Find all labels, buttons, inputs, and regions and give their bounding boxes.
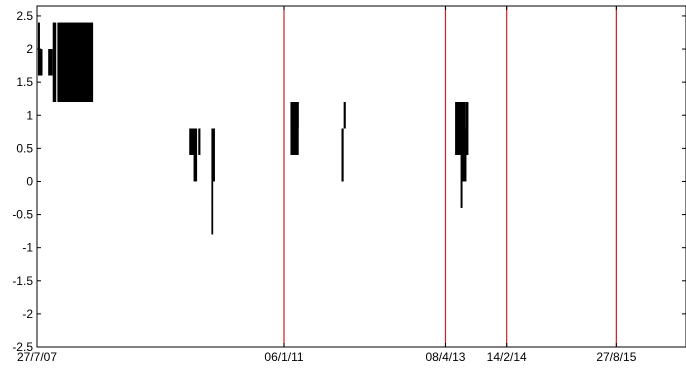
bar	[52, 22, 57, 103]
x-tick-label: 08/4/13	[425, 350, 465, 364]
y-tick-label: -1	[22, 241, 33, 255]
y-axis: 2.5 2 1.5 1 0.5 0 -0.5 -1 -1.5 -2 -2.5	[12, 9, 686, 354]
y-tick-label: 1	[26, 108, 33, 122]
bar	[460, 154, 467, 182]
x-tick-label: 06/1/11	[264, 350, 303, 364]
bar	[465, 102, 469, 129]
bar-series	[37, 22, 469, 235]
bar	[211, 128, 215, 182]
y-tick-label: -2.5	[12, 340, 33, 354]
bar	[37, 49, 43, 76]
x-axis: 27/7/07 06/1/11 08/4/13 14/2/14 27/8/15	[17, 6, 637, 364]
bar	[48, 49, 53, 76]
bar	[455, 102, 466, 155]
bar	[464, 128, 469, 155]
y-tick-label: 0.5	[16, 141, 33, 155]
bar	[460, 181, 463, 208]
vertical-markers	[283, 6, 617, 347]
x-tick-label: 27/8/15	[596, 350, 636, 364]
bar	[343, 102, 346, 129]
y-tick-label: -2	[22, 307, 33, 321]
bar	[211, 181, 214, 208]
x-tick-label: 27/7/07	[17, 350, 57, 364]
bar	[290, 102, 299, 129]
bar	[57, 22, 94, 103]
y-tick-label: 0	[26, 174, 33, 188]
bar	[198, 128, 201, 155]
bar	[37, 22, 40, 50]
x-tick-label: 14/2/14	[487, 350, 527, 364]
plot-frame	[36, 5, 686, 348]
y-tick-label: 2.5	[16, 9, 33, 23]
bar	[193, 128, 198, 182]
bar	[211, 207, 214, 235]
bar	[341, 128, 344, 182]
y-tick-label: -0.5	[12, 208, 33, 222]
y-tick-label: -1.5	[12, 274, 33, 288]
y-tick-label: 2	[26, 42, 33, 56]
bar	[189, 128, 196, 155]
y-tick-label: 1.5	[16, 75, 33, 89]
